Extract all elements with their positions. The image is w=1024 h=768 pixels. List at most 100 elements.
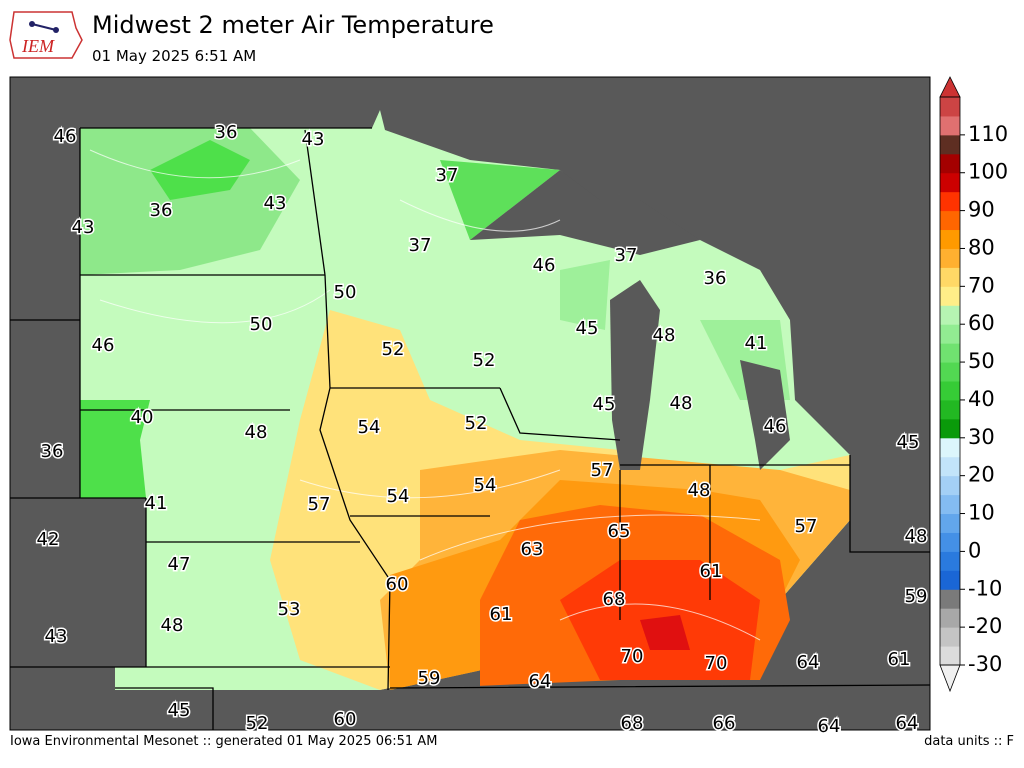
colorbar-tick-label: -20	[968, 614, 1002, 638]
colorbar-tick-label: 70	[968, 273, 995, 297]
station-value: 36	[215, 122, 238, 143]
colorbar-band	[940, 343, 960, 363]
station-value: 47	[168, 554, 191, 575]
station-value: 48	[161, 615, 184, 636]
colorbar-band	[940, 267, 960, 287]
station-value: 52	[382, 339, 405, 360]
station-value: 61	[888, 649, 911, 670]
station-value: 36	[704, 268, 727, 289]
station-value: 52	[465, 413, 488, 434]
station-value: 54	[387, 486, 410, 507]
station-value: 65	[608, 521, 631, 542]
colorbar-band	[940, 437, 960, 458]
colorbar-band	[940, 551, 960, 571]
logo-text: IEM	[21, 36, 55, 56]
colorbar-band	[940, 153, 960, 174]
colorbar-band	[940, 513, 960, 533]
station-value: 46	[764, 416, 787, 437]
station-value: 60	[334, 709, 357, 730]
footer-left: Iowa Environmental Mesonet :: generated …	[10, 734, 437, 749]
station-value: 68	[603, 589, 626, 610]
logo: IEM	[9, 11, 83, 59]
station-value: 66	[713, 713, 736, 734]
station-value: 36	[41, 441, 64, 462]
colorbar-band	[940, 305, 960, 325]
station-value: 52	[246, 713, 269, 734]
colorbar-tick-label: 20	[968, 463, 995, 487]
colorbar-band	[940, 134, 960, 155]
station-value: 43	[72, 217, 95, 238]
colorbar-band	[940, 191, 960, 212]
station-value: 54	[474, 475, 497, 496]
station-value: 70	[621, 646, 644, 667]
colorbar-tick-label: 10	[968, 501, 995, 525]
colorbar-tick-label: 50	[968, 349, 995, 373]
colorbar-band	[940, 418, 960, 439]
station-value: 46	[533, 255, 556, 276]
colorbar-band	[940, 494, 960, 515]
colorbar-tick-label: 60	[968, 311, 995, 335]
map: 46 36 43 36 43 43 37 37 46 37 36 50 50 46 52 52 45 48 41 45…	[9, 76, 931, 739]
station-value: 37	[436, 165, 459, 186]
station-value: 70	[705, 653, 728, 674]
colorbar-band	[940, 115, 960, 136]
colorbar-tick-label: 90	[968, 198, 995, 222]
colorbar-band	[940, 646, 960, 666]
station-value: 57	[308, 494, 331, 515]
station-value: 64	[818, 716, 841, 737]
colorbar-tick-label: 30	[968, 425, 995, 449]
station-value: 43	[45, 626, 68, 647]
station-value: 63	[521, 539, 544, 560]
colorbar-tick-label: 40	[968, 387, 995, 411]
colorbar-band	[940, 532, 960, 552]
station-value: 57	[591, 460, 614, 481]
station-value: 48	[670, 393, 693, 414]
stations: 46 36 43 36 43 43 37 37 46 37 36 50 50 46 52 52 45 48 41 45…	[35, 121, 929, 739]
colorbar-band	[940, 97, 960, 117]
station-value: 41	[745, 333, 768, 354]
station-value: 61	[700, 561, 723, 582]
station-value: 50	[334, 282, 357, 303]
station-value: 45	[593, 394, 616, 415]
station-value: 46	[92, 335, 115, 356]
station-value: 36	[150, 200, 173, 221]
colorbar-band	[940, 229, 960, 249]
station-value: 43	[264, 193, 287, 214]
station-value: 57	[795, 516, 818, 537]
colorbar-band	[940, 456, 960, 477]
station-value: 45	[897, 432, 920, 453]
colorbar-tick-label: 0	[968, 538, 981, 562]
colorbar-frame	[939, 96, 961, 666]
station-value: 59	[905, 586, 928, 607]
colorbar-tick-label: 110	[968, 122, 1008, 146]
station-value: 41	[145, 493, 168, 514]
station-value: 61	[490, 604, 513, 625]
station-value: 60	[386, 574, 409, 595]
station-value: 37	[409, 235, 432, 256]
colorbar-band	[940, 248, 960, 268]
station-value: 42	[37, 529, 60, 550]
colorbar-band	[940, 210, 960, 231]
station-value: 48	[653, 325, 676, 346]
colorbar-band	[940, 172, 960, 193]
station-value: 45	[168, 700, 191, 721]
colorbar-tick-label: 100	[968, 160, 1008, 184]
colorbar-band	[940, 286, 960, 306]
station-value: 50	[250, 314, 273, 335]
colorbar-band	[940, 608, 960, 628]
colorbar-band	[940, 381, 960, 401]
station-value: 68	[621, 713, 644, 734]
colorbar-band	[940, 589, 960, 609]
title: Midwest 2 meter Air Temperature	[92, 11, 494, 39]
colorbar-arrow-low	[939, 664, 961, 693]
station-value: 64	[529, 671, 552, 692]
station-value: 40	[131, 407, 154, 428]
colorbar-band	[940, 627, 960, 647]
colorbar-band	[940, 399, 960, 420]
station-value: 48	[688, 480, 711, 501]
station-value: 54	[358, 417, 381, 438]
colorbar-band	[940, 570, 960, 590]
colorbar-band	[940, 475, 960, 496]
station-value: 52	[473, 350, 496, 371]
station-value: 43	[302, 129, 325, 150]
